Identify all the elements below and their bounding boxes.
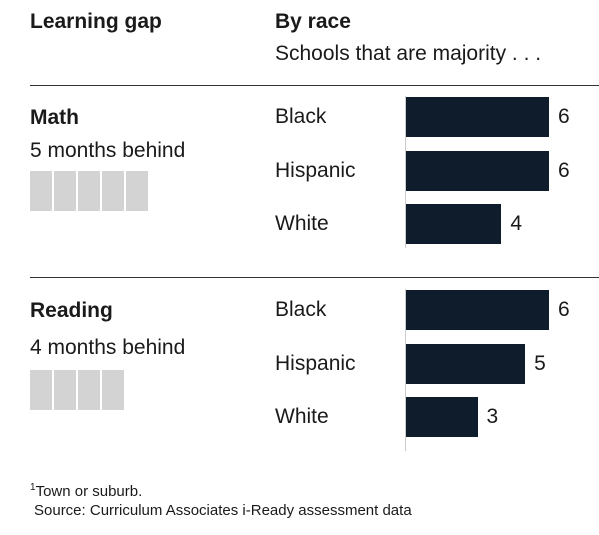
- month-block: [54, 370, 76, 410]
- bar-math-white: [406, 204, 501, 244]
- value-label: 5: [534, 352, 546, 376]
- category-label: Black: [275, 298, 326, 322]
- section-divider-math: [30, 85, 599, 86]
- right-header-title: By race: [275, 10, 351, 34]
- value-label: 6: [558, 105, 570, 129]
- bar-math-hispanic: [406, 151, 549, 191]
- month-block: [30, 370, 52, 410]
- value-label: 6: [558, 159, 570, 183]
- month-blocks-math: [30, 171, 148, 211]
- category-label: White: [275, 212, 329, 236]
- bar-reading-black: [406, 290, 549, 330]
- month-block: [78, 370, 100, 410]
- category-label: Black: [275, 105, 326, 129]
- month-block: [30, 171, 52, 211]
- value-label: 4: [510, 212, 522, 236]
- right-header-subtitle: Schools that are majority . . .: [275, 42, 541, 66]
- month-block: [102, 370, 124, 410]
- section-subtitle-math: 5 months behind: [30, 139, 185, 163]
- section-divider-reading: [30, 277, 599, 278]
- value-label: 6: [558, 298, 570, 322]
- source-note: Source: Curriculum Associates i-Ready as…: [34, 502, 412, 519]
- month-block: [54, 171, 76, 211]
- left-header-title: Learning gap: [30, 10, 162, 34]
- section-title-reading: Reading: [30, 299, 113, 323]
- footnote-text: Town or suburb.: [36, 483, 143, 500]
- footnote: 1Town or suburb.: [30, 482, 142, 500]
- month-block: [126, 171, 148, 211]
- bar-reading-white: [406, 397, 478, 437]
- month-blocks-reading: [30, 370, 124, 410]
- bar-reading-hispanic: [406, 344, 525, 384]
- category-label: White: [275, 405, 329, 429]
- category-label: Hispanic: [275, 352, 356, 376]
- month-block: [102, 171, 124, 211]
- bar-math-black: [406, 97, 549, 137]
- category-label: Hispanic: [275, 159, 356, 183]
- section-title-math: Math: [30, 106, 79, 130]
- section-subtitle-reading: 4 months behind: [30, 336, 185, 360]
- value-label: 3: [487, 405, 499, 429]
- month-block: [78, 171, 100, 211]
